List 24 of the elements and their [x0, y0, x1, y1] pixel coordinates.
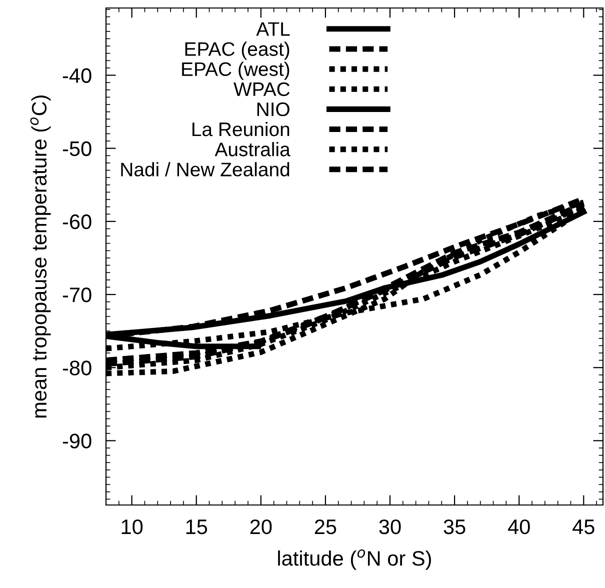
legend-label: La Reunion — [192, 122, 290, 136]
legend-label: ATL — [256, 22, 290, 36]
x-tick-label: 10 — [122, 519, 143, 534]
x-tick-label: 35 — [444, 519, 466, 534]
legend-label: EPAC (west) — [182, 62, 290, 80]
x-tick-label: 40 — [508, 519, 530, 534]
y-axis-title: mean tropopause temperature ($^{o}$C) — [30, 96, 51, 418]
y-tick-label: -70 — [62, 288, 92, 302]
legend-label: Nadi / New Zealand — [121, 162, 290, 176]
y-tick-label: -40 — [62, 68, 92, 83]
x-tick-label: 15 — [186, 520, 208, 534]
legend-label: NIO — [257, 102, 290, 116]
y-tick-label: -60 — [62, 214, 92, 230]
y-tick-label: -90 — [62, 434, 92, 448]
legend-label: Australia — [214, 142, 290, 156]
x-tick-label: 30 — [379, 519, 401, 534]
legend-label: WPAC — [234, 82, 290, 96]
x-tick-label: 45 — [572, 520, 594, 534]
x-tick-label: 25 — [314, 519, 336, 534]
y-tick-label: -80 — [62, 360, 92, 376]
x-axis-title: latitude ($^{o}$N or S) — [278, 549, 431, 570]
y-tick-label: -50 — [62, 141, 92, 156]
legend-label: EPAC (east) — [185, 42, 290, 60]
x-tick-label: 20 — [250, 519, 272, 534]
